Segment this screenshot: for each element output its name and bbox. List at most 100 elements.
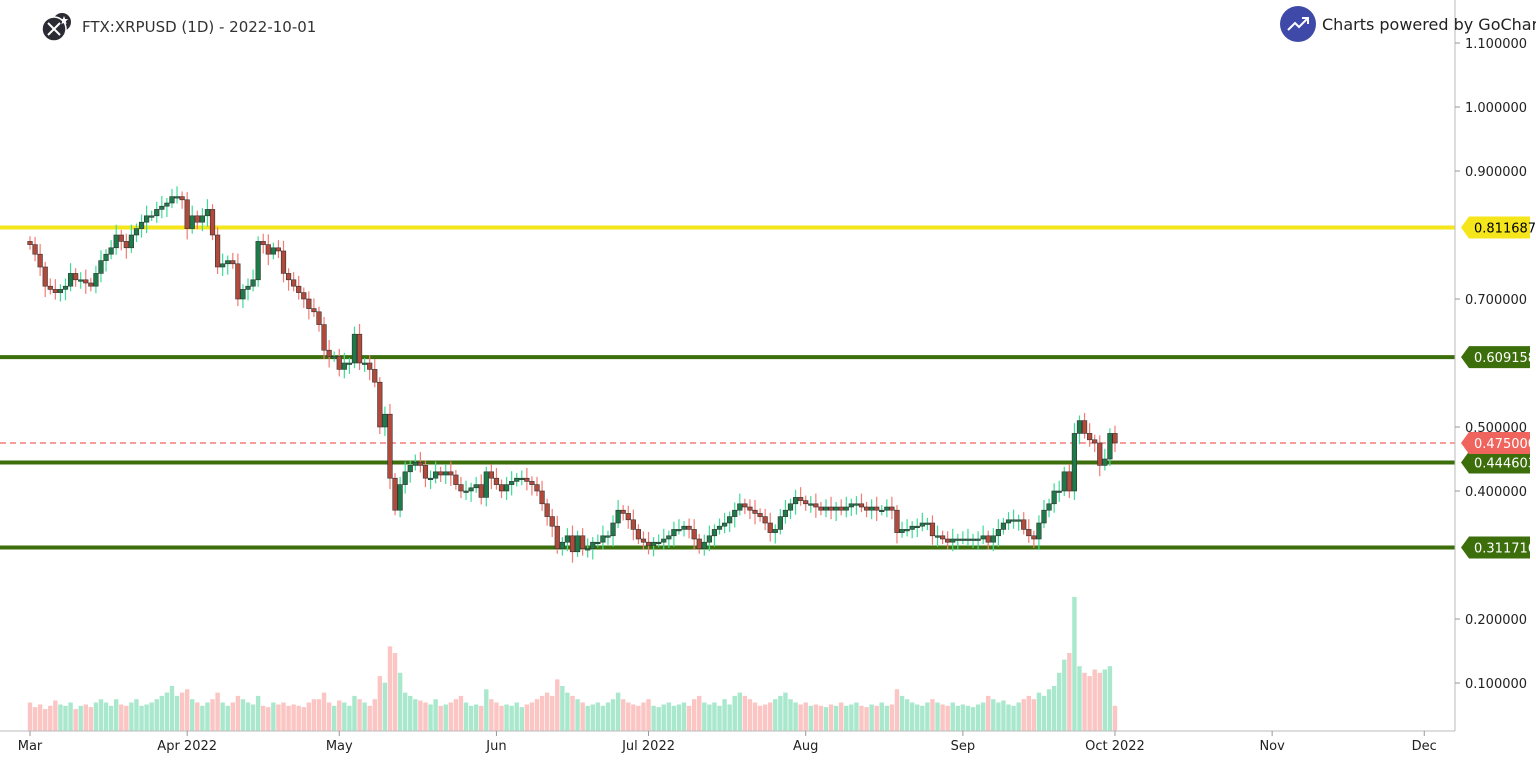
candle-body: [671, 529, 677, 537]
volume-bar: [1097, 672, 1102, 731]
volume-bar: [32, 707, 38, 731]
volume-bar: [195, 702, 200, 731]
candle-body: [635, 529, 641, 540]
candle-body: [27, 241, 33, 245]
candle-body: [666, 535, 672, 540]
candles: [27, 186, 1118, 563]
level-label: 0.444603: [1474, 456, 1536, 471]
level-label: 0.311716: [1474, 542, 1536, 557]
volume-bar: [179, 692, 185, 731]
volume-bar: [37, 704, 43, 731]
candle-body: [37, 253, 43, 268]
candle-body: [863, 506, 870, 511]
volume-bar: [818, 705, 824, 731]
candle-body: [265, 244, 271, 255]
candle-body: [823, 506, 829, 511]
candle-body: [47, 285, 53, 290]
candle-body: [833, 506, 839, 511]
candle-body: [103, 253, 109, 261]
volume-bar: [220, 702, 225, 731]
candle-body: [463, 490, 469, 493]
volume-bar: [915, 704, 920, 731]
volume-bar: [108, 705, 114, 731]
candle-body: [874, 506, 880, 511]
candle-body: [904, 529, 910, 532]
volume-bar: [732, 695, 737, 731]
volume-bar: [610, 699, 616, 731]
volume-bar: [337, 700, 342, 731]
volume-bar: [468, 705, 474, 731]
volume-bar: [945, 705, 950, 731]
candle-body: [529, 481, 535, 485]
candle-body: [503, 484, 510, 492]
candle-body: [62, 285, 69, 290]
x-tick-label: Sep: [951, 739, 976, 754]
volume-bar: [859, 705, 864, 731]
price-axis[interactable]: 1.1000001.0000000.9000000.7000000.500000…: [1455, 37, 1527, 692]
volume-bar: [245, 702, 251, 731]
volume-bar: [301, 707, 306, 731]
y-tick-label: 0.200000: [1465, 613, 1527, 628]
volume-bar: [986, 695, 991, 731]
volume-bar: [83, 704, 88, 731]
candle-body: [108, 247, 114, 255]
volume-bar: [560, 686, 565, 731]
volume-bar: [78, 705, 83, 731]
candle-body: [387, 413, 393, 479]
candle-body: [681, 525, 687, 530]
candle-body: [792, 497, 799, 505]
candle-body: [83, 279, 89, 284]
candle-body: [493, 477, 500, 485]
volume-bar: [950, 702, 955, 731]
candle-body: [939, 535, 946, 540]
brand-link[interactable]: Charts powered by GoCharti: [1280, 6, 1536, 42]
volume-bar: [1062, 659, 1067, 731]
candle-body: [88, 282, 94, 287]
candle-body: [1010, 519, 1017, 522]
volume-bar: [615, 692, 621, 731]
candle-body: [960, 538, 966, 541]
volume-bar: [539, 695, 545, 731]
volume-bar: [691, 699, 697, 731]
candle-body: [838, 506, 844, 511]
time-axis[interactable]: Mar Apr 2022 May Jun Jul 2022 Aug Sep Oct 2022 N…: [18, 731, 1437, 754]
volume-bar: [641, 702, 646, 731]
volume-bar: [570, 695, 575, 731]
candle-body: [544, 503, 550, 517]
volume-bar: [504, 704, 509, 731]
volume-bar: [210, 699, 215, 731]
candle-body: [605, 535, 611, 538]
volume-bar: [1082, 672, 1087, 731]
candle-body: [919, 522, 925, 527]
candle-body: [534, 484, 540, 492]
volume-bar: [418, 700, 423, 731]
volume-bar: [27, 702, 33, 731]
candle-body: [732, 509, 738, 517]
candle-body: [285, 273, 292, 281]
volume-bar: [590, 704, 595, 731]
volume-bar: [43, 709, 48, 731]
candle-body: [656, 541, 662, 545]
candle-body: [427, 477, 434, 481]
volume-bar: [235, 695, 241, 731]
candle-body: [214, 234, 221, 268]
volume-bar: [534, 699, 540, 731]
x-tick-label: Aug: [793, 739, 818, 754]
candle-body: [32, 244, 38, 255]
candle-body: [1087, 433, 1093, 441]
volume-bar: [397, 672, 403, 731]
candle-body: [595, 541, 601, 545]
candle-body: [711, 529, 718, 537]
current-price-tag: [1461, 432, 1530, 454]
candle-body: [514, 477, 520, 482]
volume-bar: [357, 699, 362, 731]
volume-bar: [286, 705, 291, 731]
volume-bar: [240, 699, 246, 731]
volume-bar: [1051, 686, 1057, 731]
volume-bar: [316, 699, 322, 731]
volume-bar: [1011, 705, 1016, 731]
volume-bar: [200, 705, 205, 731]
candle-body: [721, 522, 728, 527]
chart-header: FTX:XRPUSD (1D) - 2022-10-01: [40, 12, 316, 42]
